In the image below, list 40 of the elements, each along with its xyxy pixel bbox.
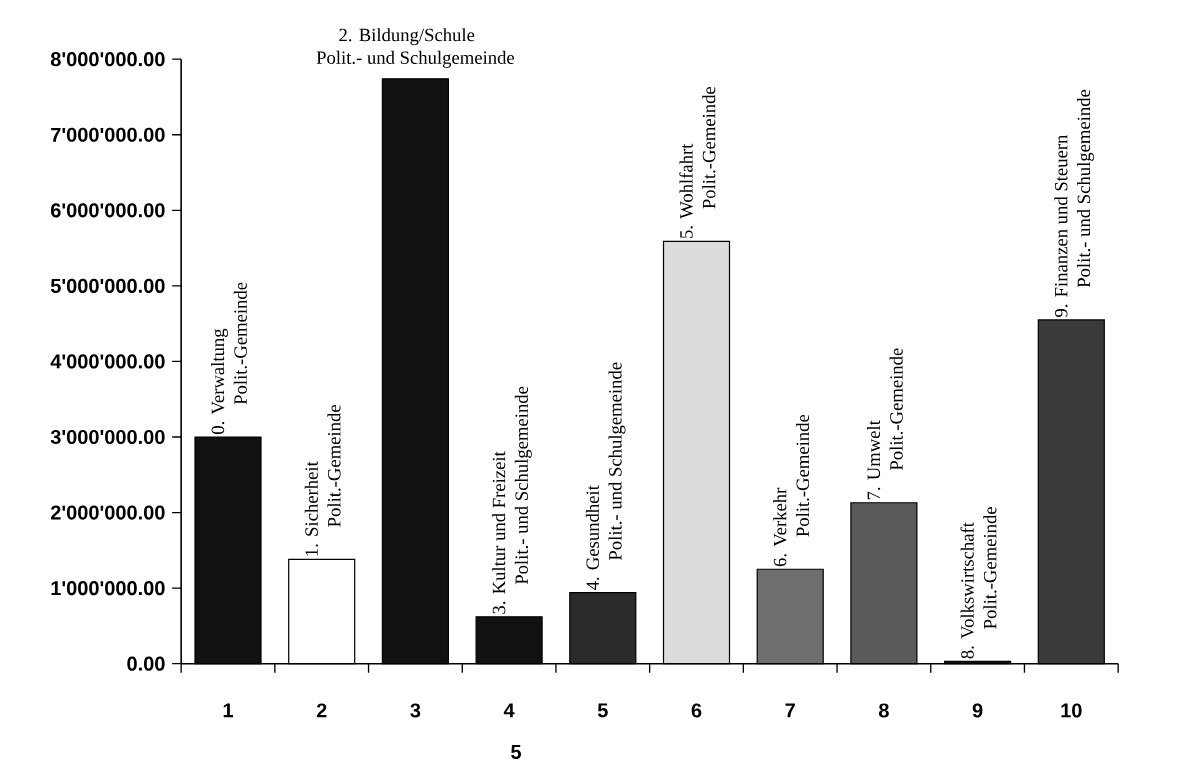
x-tick-label: 1 bbox=[223, 703, 233, 718]
annotation: 4. Gesundheit bbox=[585, 485, 600, 591]
annotation: 1. Sicherheit bbox=[304, 461, 318, 556]
text: 5 bbox=[511, 745, 521, 759]
y-tick-label: 2'000'000.00 bbox=[50, 505, 165, 520]
x-tick-label: 10 bbox=[1061, 703, 1082, 718]
annotation: Polit.- und Schulgemeinde bbox=[608, 362, 626, 560]
x-tick-label: 2 bbox=[316, 703, 327, 718]
x-tick-label: 9 bbox=[972, 703, 983, 718]
annotation: Polit.-Gemeinde bbox=[233, 282, 247, 405]
annotation: Polit.-Gemeinde bbox=[795, 414, 810, 537]
annotation: Polit.- und Schulgemeinde bbox=[1076, 89, 1094, 288]
y-tick-label: 1'000'000.00 bbox=[51, 581, 165, 596]
y-tick-label: 0.00 bbox=[127, 656, 165, 671]
x-tick-label: 6 bbox=[691, 703, 702, 718]
x-tick-label: 3 bbox=[410, 703, 421, 718]
x-tick-label: 4 bbox=[503, 703, 515, 718]
y-tick-label: 5'000'000.00 bbox=[50, 278, 165, 293]
x-tick-label: 5 bbox=[597, 703, 608, 718]
annotation: 0. Verwaltung bbox=[211, 328, 229, 435]
y-tick-label: 7'000'000.00 bbox=[51, 127, 165, 142]
annotation: Polit.- und Schulgemeinde bbox=[316, 50, 515, 68]
annotation: 2. Bildung/Schule bbox=[339, 28, 475, 46]
annotation: Polit.-Gemeinde bbox=[327, 405, 341, 527]
y-tick-label: 3'000'000.00 bbox=[50, 429, 165, 445]
annotation: 8. Volkswirtschaft bbox=[960, 522, 974, 659]
annotation: Polit.-Gemeinde bbox=[983, 507, 997, 629]
annotation: Polit.- und Schulgemeinde bbox=[514, 386, 532, 585]
y-tick-label: 4'000'000.00 bbox=[50, 354, 165, 369]
annotation: 9. Finanzen und Steuern bbox=[1054, 134, 1068, 318]
annotation: Polit.-Gemeinde bbox=[889, 348, 903, 471]
annotation: 7. Umwelt bbox=[866, 420, 881, 500]
x-tick-label: 7 bbox=[785, 703, 795, 718]
y-tick-label: 6'000'000.00 bbox=[51, 203, 165, 218]
x-tick-label: 8 bbox=[878, 703, 889, 718]
annotation: 5. Wohlfahrt bbox=[679, 143, 693, 238]
annotation: Polit.-Gemeinde bbox=[702, 86, 716, 209]
annotation: 6. Verkehr bbox=[773, 487, 787, 567]
annotation: 3. Kultur und Freizeit bbox=[492, 451, 506, 614]
y-tick-label: 8'000'000.00 bbox=[50, 52, 165, 67]
